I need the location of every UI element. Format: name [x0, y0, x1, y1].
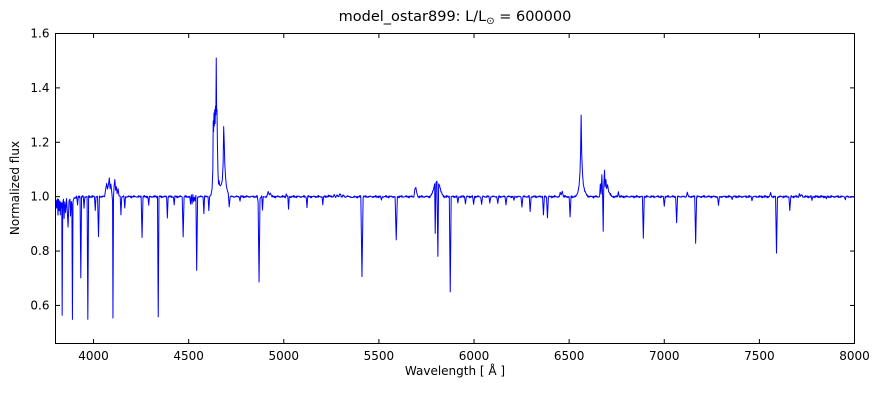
plot-title-suffix: = 600000: [494, 9, 572, 25]
x-tick-label: 7500: [744, 349, 775, 363]
x-tick-label: 5500: [364, 349, 395, 363]
plot-title: model_ostar899: L/L⊙ = 600000: [339, 9, 572, 27]
y-tick-label: 1.0: [30, 190, 49, 204]
plot-frame: [55, 33, 855, 344]
x-tick-label: 5000: [269, 349, 300, 363]
y-axis-label: Normalized flux: [8, 140, 22, 236]
y-tick-label: 1.2: [30, 135, 49, 149]
spectrum-line: [55, 57, 855, 320]
y-tick-label: 0.6: [30, 298, 49, 312]
y-tick-label: 0.8: [30, 244, 49, 258]
x-tick-label: 6000: [459, 349, 490, 363]
plot-title-prefix: model_ostar899: L/L: [338, 9, 487, 25]
x-tick-label: 4000: [78, 349, 109, 363]
y-tick-label: 1.6: [30, 27, 49, 41]
x-tick-label: 8000: [839, 349, 870, 363]
x-tick-label: 6500: [554, 349, 585, 363]
x-tick-label: 4500: [173, 349, 204, 363]
solar-symbol: ⊙: [486, 16, 495, 27]
y-tick-label: 1.4: [30, 81, 49, 95]
x-axis-label: Wavelength [ Å ]: [404, 364, 506, 378]
x-tick-label: 7000: [649, 349, 680, 363]
